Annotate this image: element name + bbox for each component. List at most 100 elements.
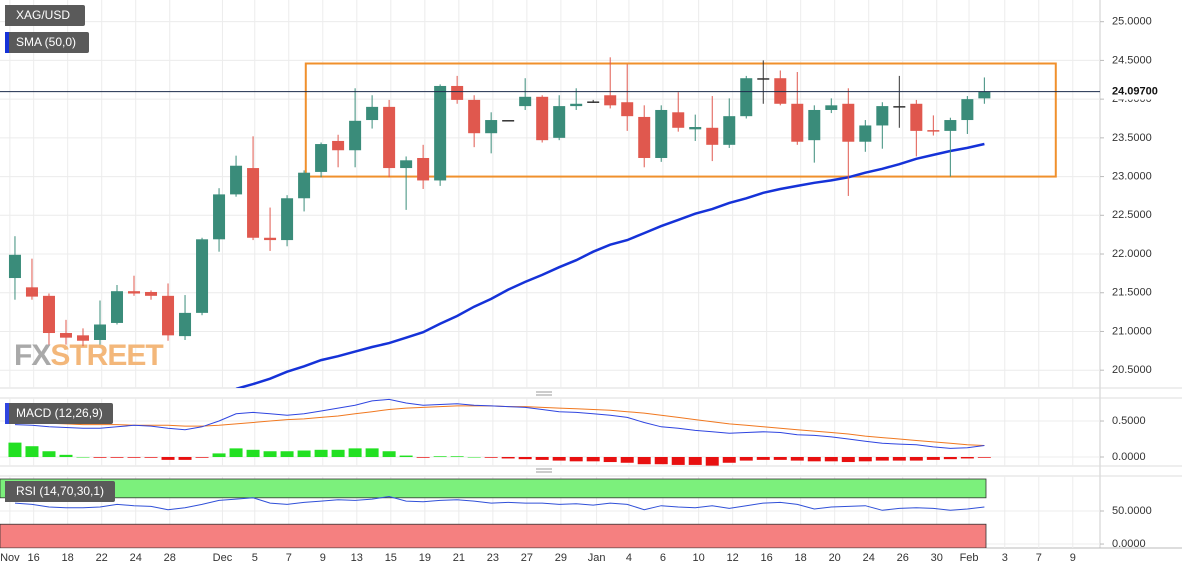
candle-body: [672, 112, 685, 128]
last-price-label: 24.09700: [1112, 86, 1158, 98]
overbought-zone: [0, 478, 987, 499]
histogram-bar: [263, 451, 277, 458]
histogram-bar: [841, 457, 855, 463]
histogram-bar: [858, 457, 872, 462]
panel: [0, 476, 1100, 548]
candle-body: [876, 106, 889, 126]
candle-body: [842, 103, 855, 142]
histogram-bar: [178, 457, 192, 460]
watermark-street: STREET: [50, 339, 163, 372]
x-tick-label: 20: [829, 552, 841, 564]
legend-tag: SMA (50,0): [5, 32, 89, 53]
histogram-bar: [110, 457, 124, 458]
histogram-bar: [331, 449, 345, 458]
x-tick-label: 10: [693, 552, 705, 564]
candle-body: [638, 116, 651, 158]
macd-line: [14, 398, 985, 449]
x-tick-label: 3: [1002, 552, 1008, 564]
candle-body: [485, 120, 498, 134]
histogram-bar: [790, 457, 804, 461]
candle-body: [723, 116, 736, 145]
histogram-bar: [433, 456, 447, 458]
candle-body: [8, 254, 21, 279]
sma-line: [235, 142, 985, 388]
histogram-bar: [688, 457, 702, 465]
candle-body: [519, 96, 532, 107]
y-tick-label: 0.5000: [1112, 415, 1146, 427]
x-tick-label: Dec: [213, 552, 233, 564]
histogram-bar: [620, 457, 634, 463]
x-tick-label: 13: [351, 552, 363, 564]
last-price-box: [1104, 83, 1166, 100]
candle-body: [706, 127, 719, 145]
oversold-zone: [0, 523, 987, 548]
candle-body: [502, 120, 515, 122]
histogram-bar: [739, 457, 753, 461]
candle-body: [434, 85, 447, 181]
candle-body: [893, 106, 906, 108]
resize-handle[interactable]: [536, 468, 552, 473]
x-tick-label: 5: [252, 552, 258, 564]
candle-body: [315, 144, 328, 172]
candle-body: [128, 291, 141, 294]
candle-body: [808, 109, 821, 141]
x-tick-label: Nov: [0, 552, 20, 564]
candle-body: [111, 291, 124, 323]
x-tick-label: 16: [761, 552, 773, 564]
x-tick-label: 16: [28, 552, 40, 564]
tag-stripe: [5, 32, 9, 53]
histogram-bar: [586, 457, 600, 462]
histogram-bar: [161, 457, 175, 460]
legend-entry: XAG/USD: [16, 8, 70, 22]
y-tick-label: 50.0000: [1112, 505, 1152, 517]
histogram-bar: [42, 451, 56, 458]
histogram-bar: [365, 448, 379, 458]
tag-bg: [5, 481, 115, 502]
candle-body: [536, 96, 549, 141]
candle-body: [689, 127, 702, 130]
histogram-bar: [229, 448, 243, 458]
tag-bg: [5, 5, 85, 26]
candle-body: [76, 335, 89, 341]
x-tick-label: 19: [419, 552, 431, 564]
histogram-bar: [297, 450, 311, 458]
x-tick-label: 28: [164, 552, 176, 564]
candle-body: [230, 165, 243, 195]
candle-body: [59, 333, 72, 338]
candle-body: [774, 78, 787, 104]
x-tick-label: 18: [62, 552, 74, 564]
histogram-bar: [637, 457, 651, 465]
y-tick-label: 22.0000: [1112, 248, 1152, 260]
legend-entry: MACD (12,26,9): [16, 406, 103, 420]
histogram-bar: [399, 455, 413, 458]
candle-body: [655, 109, 668, 158]
histogram-bar: [518, 457, 532, 460]
histogram-bar: [314, 449, 328, 458]
candle-body: [978, 91, 991, 99]
histogram-bar: [943, 457, 957, 460]
candle-body: [332, 140, 345, 151]
histogram-bar: [280, 451, 294, 458]
histogram-bar: [807, 457, 821, 462]
x-tick-label: 4: [626, 552, 632, 564]
x-tick-label: 15: [385, 552, 397, 564]
histogram-bar: [705, 457, 719, 466]
histogram-bar: [535, 457, 549, 460]
histogram-bar: [569, 457, 583, 462]
y-tick-label: 23.5000: [1112, 132, 1152, 144]
x-tick-label: 26: [897, 552, 909, 564]
histogram-bar: [76, 457, 90, 458]
candle-body: [349, 120, 362, 151]
histogram-bar: [484, 457, 498, 458]
resize-handle[interactable]: [536, 391, 552, 396]
candle-body: [604, 95, 617, 106]
candle-body: [621, 102, 634, 117]
x-tick-label: 9: [320, 552, 326, 564]
legend-tag: XAG/USD: [5, 5, 85, 26]
x-tick-label: 7: [286, 552, 292, 564]
candle-body: [145, 291, 158, 296]
legend-entry: RSI (14,70,30,1): [16, 484, 104, 498]
candle-body: [281, 198, 294, 241]
histogram-bar: [603, 457, 617, 463]
